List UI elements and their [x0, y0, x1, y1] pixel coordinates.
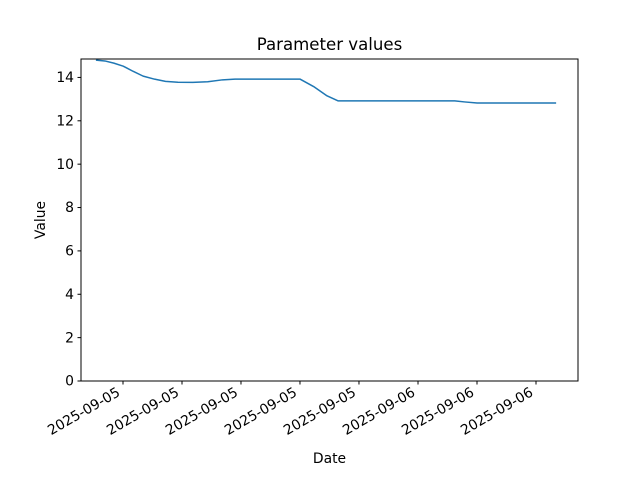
- plot-border: [80, 58, 579, 382]
- y-tick-label: 14: [56, 70, 74, 86]
- y-tick-label: 2: [65, 330, 74, 346]
- y-tick-label: 6: [65, 244, 74, 260]
- plot-area: [80, 58, 579, 382]
- y-tick-label: 8: [65, 200, 74, 216]
- series-lines: [95, 59, 557, 104]
- x-axis-ticks: 2025-09-052025-09-052025-09-052025-09-05…: [45, 381, 537, 439]
- y-tick-label: 0: [65, 374, 74, 390]
- x-axis-label: Date: [313, 451, 346, 467]
- y-tick-label: 4: [65, 287, 74, 303]
- y-axis-ticks: 0 2 4 6 8 10 12 14: [56, 70, 81, 390]
- y-axis-label: Value: [33, 201, 49, 239]
- y-tick-label: 12: [56, 113, 74, 129]
- y-tick-label: 10: [56, 157, 74, 173]
- chart-title: Parameter values: [257, 35, 403, 54]
- data-line: [95, 59, 557, 104]
